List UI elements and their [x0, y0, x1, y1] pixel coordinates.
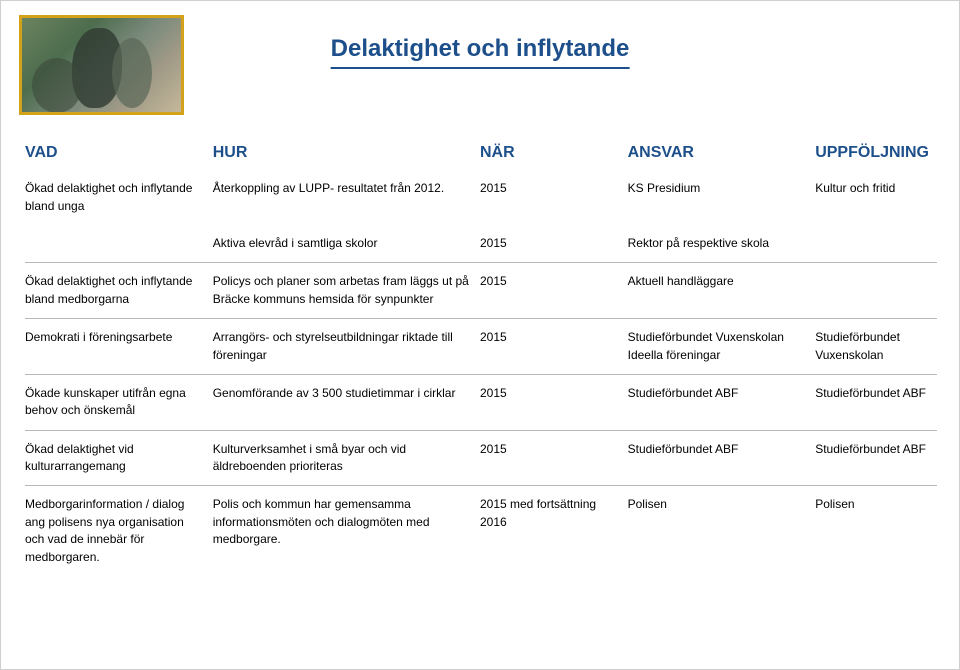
table-row: Aktiva elevråd i samtliga skolor 2015 Re…	[25, 225, 937, 263]
header-photo	[19, 15, 184, 115]
page-title: Delaktighet och inflytande	[331, 35, 630, 63]
col-header-ansvar: ANSVAR	[628, 131, 816, 170]
col-header-hur: HUR	[213, 131, 480, 170]
table-row: Ökade kunskaper utifrån egna behov och ö…	[25, 374, 937, 430]
cell-nar: 2015	[480, 225, 628, 263]
cell-hur: Polis och kommun har gemensamma informat…	[213, 486, 480, 576]
cell-nar: 2015	[480, 319, 628, 375]
cell-vad: Medborgarinformation / dialog ang polise…	[25, 486, 213, 576]
cell-hur: Arrangörs- och styrelseutbildningar rikt…	[213, 319, 480, 375]
cell-ansvar: KS Presidium	[628, 170, 816, 225]
table-row: Demokrati i föreningsarbete Arrangörs- o…	[25, 319, 937, 375]
cell-upp: Studieförbundet ABF	[815, 430, 937, 486]
cell-ansvar: Polisen	[628, 486, 816, 576]
cell-nar: 2015	[480, 374, 628, 430]
cell-upp	[815, 263, 937, 319]
cell-vad: Demokrati i föreningsarbete	[25, 319, 213, 375]
col-header-vad: VAD	[25, 131, 213, 170]
cell-hur: Aktiva elevråd i samtliga skolor	[213, 225, 480, 263]
table-header-row: VAD HUR NÄR ANSVAR UPPFÖLJNING	[25, 131, 937, 170]
cell-hur: Återkoppling av LUPP- resultatet från 20…	[213, 170, 480, 225]
cell-hur: Genomförande av 3 500 studietimmar i cir…	[213, 374, 480, 430]
table-row: Medborgarinformation / dialog ang polise…	[25, 486, 937, 576]
cell-ansvar: Studieförbundet ABF	[628, 374, 816, 430]
cell-nar: 2015	[480, 430, 628, 486]
table-row: Ökad delaktighet och inflytande bland un…	[25, 170, 937, 225]
cell-ansvar: Aktuell handläggare	[628, 263, 816, 319]
cell-upp: Kultur och fritid	[815, 170, 937, 225]
col-header-upp: UPPFÖLJNING	[815, 131, 937, 170]
cell-vad: Ökade kunskaper utifrån egna behov och ö…	[25, 374, 213, 430]
content-table: VAD HUR NÄR ANSVAR UPPFÖLJNING Ökad dela…	[25, 131, 937, 576]
photo-shape	[32, 58, 82, 113]
cell-hur: Policys och planer som arbetas fram lägg…	[213, 263, 480, 319]
table-row: Ökad delaktighet och inflytande bland me…	[25, 263, 937, 319]
page: Delaktighet och inflytande VAD HUR NÄR A…	[0, 0, 960, 670]
page-title-bar: Delaktighet och inflytande	[301, 29, 660, 79]
cell-nar: 2015	[480, 170, 628, 225]
col-header-nar: NÄR	[480, 131, 628, 170]
cell-hur: Kulturverksamhet i små byar och vid äldr…	[213, 430, 480, 486]
table-row: Ökad delaktighet vid kulturarrangemang K…	[25, 430, 937, 486]
cell-upp: Polisen	[815, 486, 937, 576]
cell-nar: 2015 med fortsättning 2016	[480, 486, 628, 576]
cell-upp: Studieförbundet Vuxenskolan	[815, 319, 937, 375]
cell-upp: Studieförbundet ABF	[815, 374, 937, 430]
cell-nar: 2015	[480, 263, 628, 319]
cell-vad: Ökad delaktighet och inflytande bland un…	[25, 170, 213, 225]
title-underline	[331, 67, 630, 69]
cell-vad: Ökad delaktighet vid kulturarrangemang	[25, 430, 213, 486]
cell-ansvar: Studieförbundet Vuxenskolan Ideella före…	[628, 319, 816, 375]
photo-shape	[112, 38, 152, 108]
cell-ansvar: Rektor på respektive skola	[628, 225, 816, 263]
cell-vad	[25, 225, 213, 263]
cell-ansvar: Studieförbundet ABF	[628, 430, 816, 486]
cell-upp	[815, 225, 937, 263]
cell-vad: Ökad delaktighet och inflytande bland me…	[25, 263, 213, 319]
